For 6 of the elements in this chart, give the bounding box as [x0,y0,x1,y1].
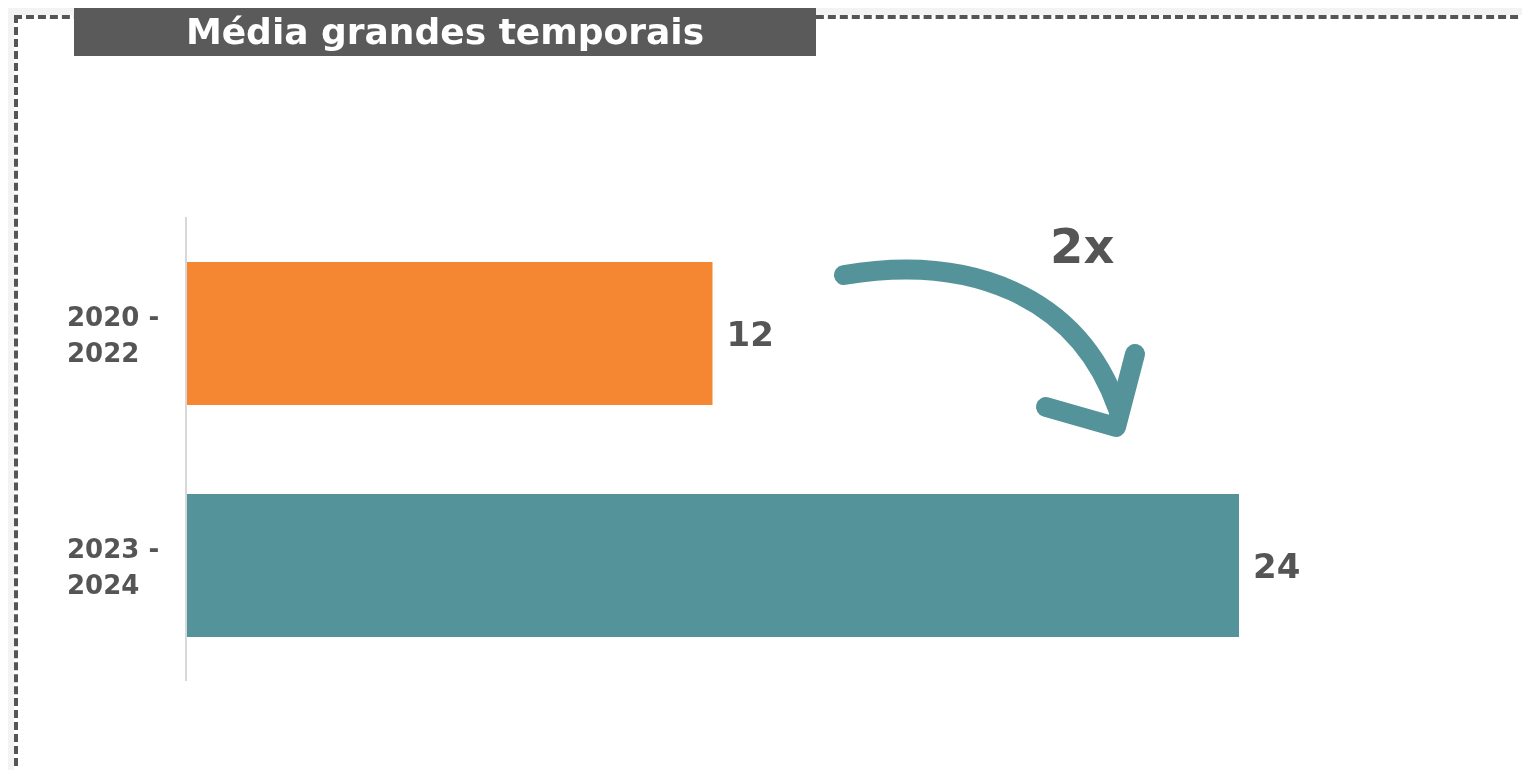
annotation: 2x [1050,218,1115,274]
data-label: 12 [726,313,774,354]
y-tick-label: 2023 - 2024 [67,534,160,600]
data-label: 24 [1253,545,1301,586]
y-tick-label: 2020 - 2022 [67,302,160,368]
chart-title: Média grandes temporais [74,8,816,56]
